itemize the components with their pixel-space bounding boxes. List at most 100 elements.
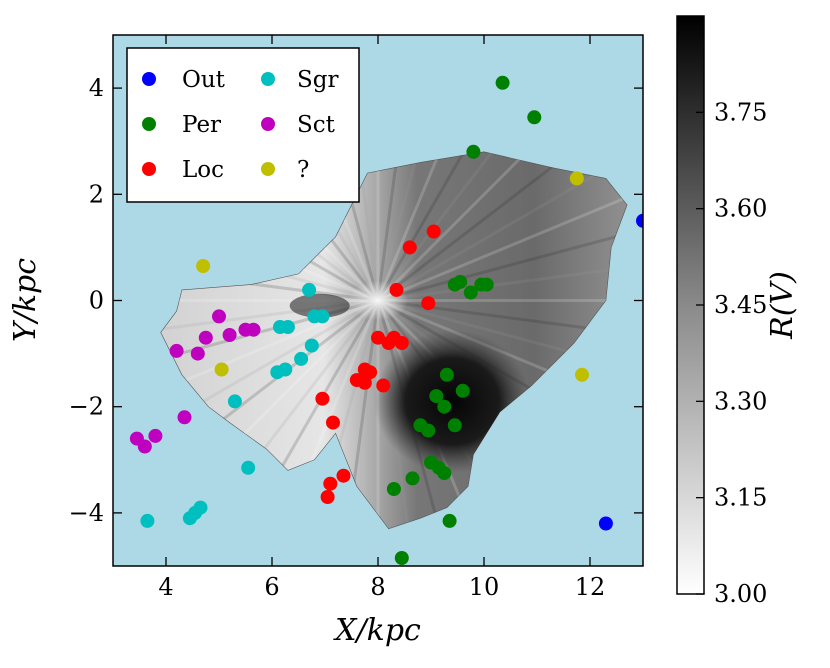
legend-marker	[142, 117, 156, 131]
point-sgr	[302, 282, 317, 297]
map-streak	[377, 153, 628, 302]
point-unknown	[575, 367, 589, 382]
y-axis-label: Y/kpc	[8, 258, 43, 342]
legend-marker	[261, 162, 275, 176]
point-loc	[336, 468, 351, 483]
legend-label: Out	[182, 67, 226, 93]
point-sgr	[227, 394, 242, 409]
point-per	[394, 551, 409, 565]
point-sct	[246, 322, 261, 337]
point-per	[463, 285, 478, 300]
point-per	[429, 389, 444, 404]
map-streak	[160, 151, 380, 302]
colorbar: 3.00 3.15 3.30 3.45 3.60 3.75 R(V)	[676, 15, 800, 608]
point-per	[421, 423, 436, 438]
point-sct	[222, 328, 237, 342]
legend-marker	[261, 117, 275, 131]
map-streak	[376, 151, 525, 302]
point-per	[405, 471, 420, 486]
legend: Out Per Loc Sgr Sct?	[126, 47, 360, 203]
legend-label: Sgr	[297, 67, 338, 93]
point-loc	[326, 415, 340, 430]
point-loc	[426, 224, 441, 239]
point-sgr	[140, 513, 155, 528]
point-sgr	[182, 511, 197, 526]
point-loc	[320, 490, 335, 504]
point-out	[636, 213, 643, 228]
map-streak	[278, 151, 380, 301]
point-sct	[177, 410, 192, 425]
point-per	[479, 277, 494, 292]
legend-label: ?	[297, 157, 309, 183]
point-sgr	[278, 362, 293, 377]
map-streak	[186, 299, 380, 529]
point-sct	[212, 309, 226, 324]
point-per	[437, 399, 452, 414]
map-streak	[377, 249, 628, 302]
x-tick-label: 4	[158, 573, 173, 601]
point-loc	[376, 378, 391, 393]
point-sgr	[241, 460, 256, 475]
point-sct	[198, 330, 213, 345]
map-streak	[376, 151, 611, 302]
colorbar-tick-label: 3.00	[714, 580, 767, 608]
axis-ticks: 4 6 8 10 12 −4 −2 0 2 4	[69, 35, 643, 601]
point-unknown	[214, 362, 229, 377]
y-tick-label: 0	[89, 287, 104, 315]
colorbar-tick-label: 3.45	[714, 291, 767, 319]
colorbar-tick-label: 3.75	[714, 98, 767, 126]
map-streak	[186, 151, 380, 302]
map-streak	[377, 200, 628, 302]
point-unknown	[569, 171, 584, 186]
point-sct	[148, 428, 163, 443]
x-axis-label: X/kpc	[333, 613, 421, 648]
point-sgr	[304, 338, 319, 353]
x-tick-label: 10	[469, 573, 500, 601]
point-sgr	[294, 351, 309, 366]
legend-label: Loc	[182, 157, 224, 183]
y-tick-label: −2	[69, 393, 104, 421]
point-loc	[357, 375, 372, 390]
point-out	[598, 516, 613, 531]
legend-label: Per	[182, 112, 221, 138]
point-per	[386, 482, 401, 496]
point-loc	[421, 296, 436, 311]
map-streak	[160, 299, 379, 492]
point-per	[455, 383, 470, 398]
point-per	[495, 75, 510, 90]
point-per	[453, 274, 468, 289]
map-streak	[377, 151, 628, 302]
point-sgr	[280, 320, 295, 334]
point-per	[437, 466, 452, 481]
point-per	[466, 144, 481, 159]
point-loc	[315, 391, 330, 406]
x-tick-label: 12	[575, 573, 606, 601]
y-tick-label: 4	[89, 74, 104, 102]
map-streak	[376, 151, 430, 301]
point-sct	[169, 343, 184, 358]
colorbar-tick-label: 3.60	[714, 195, 767, 223]
map-streak	[160, 299, 379, 448]
point-loc	[402, 240, 417, 255]
map-streak	[376, 151, 628, 302]
point-loc	[363, 365, 378, 380]
map-streak	[231, 151, 380, 302]
legend-box	[126, 47, 360, 203]
point-loc	[371, 330, 385, 345]
colorbar-tick-label: 3.30	[714, 387, 767, 415]
y-tick-label: −4	[69, 499, 104, 527]
map-streak	[376, 151, 478, 301]
point-per	[527, 110, 542, 125]
point-loc	[394, 336, 409, 350]
legend-marker	[261, 72, 275, 86]
y-tick-label: 2	[89, 180, 104, 208]
point-per	[447, 418, 462, 433]
colorbar-label: R(V)	[765, 271, 800, 340]
point-sct	[190, 346, 205, 361]
map-streak	[377, 299, 628, 401]
point-per	[442, 513, 457, 528]
point-sct	[129, 431, 144, 446]
map-streak	[377, 299, 628, 352]
colorbar-tick-label: 3.15	[714, 484, 767, 512]
point-sgr	[315, 309, 330, 324]
